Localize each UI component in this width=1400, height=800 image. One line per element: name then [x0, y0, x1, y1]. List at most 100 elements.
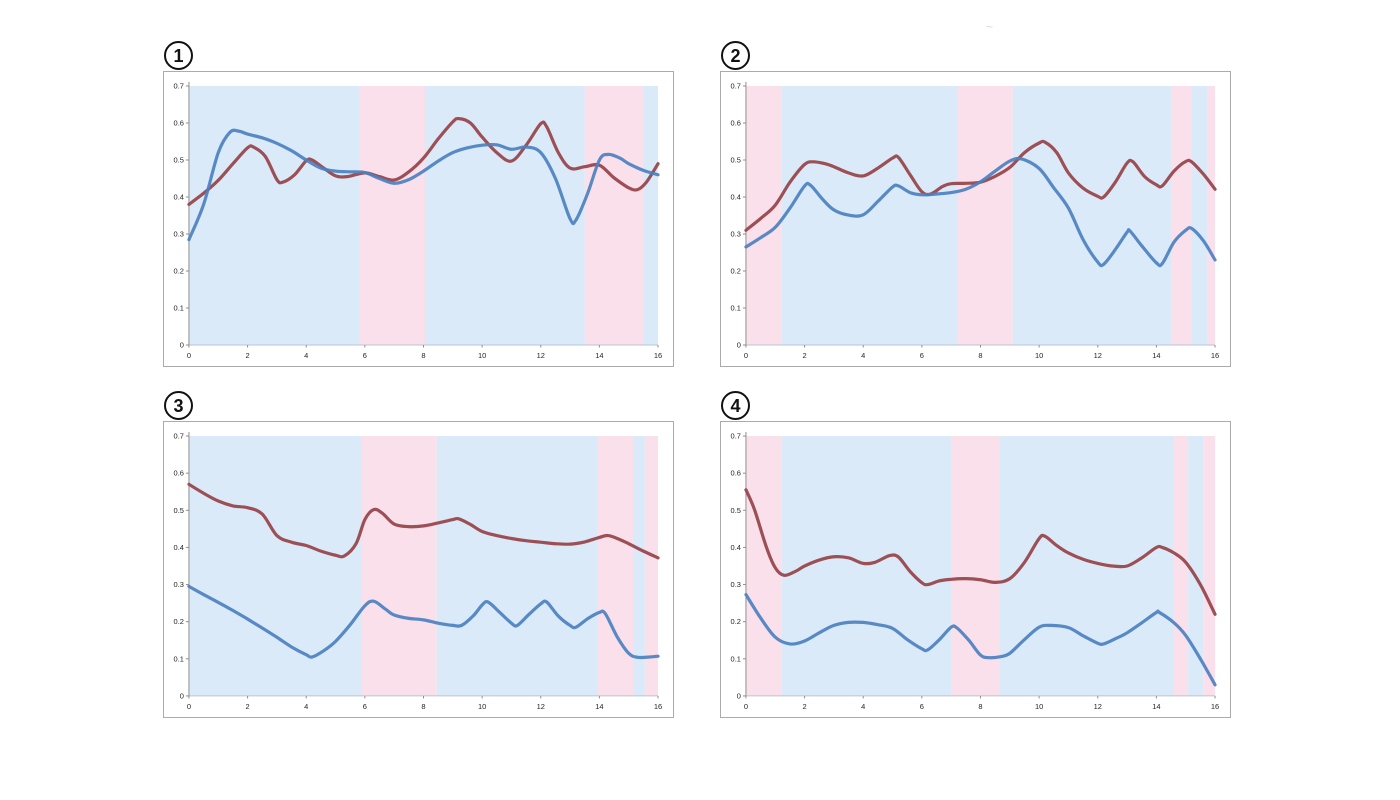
background-band-blue	[781, 436, 952, 696]
x-axis-tick-label: 6	[920, 702, 924, 711]
x-axis-tick-label: 2	[803, 351, 807, 360]
chart-number-label: 1	[173, 45, 184, 66]
x-axis-tick-label: 2	[803, 702, 807, 711]
y-axis-tick-label: 0.7	[731, 81, 741, 90]
series-layer	[187, 482, 660, 660]
y-axis-tick-label: 0.5	[731, 155, 741, 164]
background-band-pink	[1171, 86, 1192, 345]
chart-number-label: 2	[730, 45, 741, 66]
series-layer	[744, 488, 1217, 687]
y-axis-tick-label: 0.5	[174, 506, 184, 515]
x-axis-tick-label: 6	[920, 351, 924, 360]
background-band-blue	[1188, 436, 1204, 696]
x-axis-tick-label: 16	[1211, 702, 1219, 711]
y-axis-tick-label: 0.6	[731, 469, 741, 478]
y-axis-tick-label: 0	[180, 340, 184, 349]
y-axis-tick-label: 0	[737, 691, 741, 700]
red-series-line	[187, 482, 660, 560]
background-band-blue	[1012, 86, 1172, 345]
x-axis-tick-label: 14	[595, 702, 603, 711]
red-series-line	[744, 139, 1217, 232]
y-axis-tick-label: 0.7	[174, 81, 184, 90]
background-band-pink	[361, 436, 437, 696]
chart-number-badge-3: 3	[164, 391, 193, 420]
y-axis-tick-label: 0.5	[174, 155, 184, 164]
axes-layer: 0 0.1 0.2 0.3 0.4 0.5 0.6 0.7 0 2 4 6 8 10 12 14 16	[174, 81, 663, 360]
y-axis-tick-label: 0.7	[174, 432, 184, 441]
background-band-blue	[999, 436, 1175, 696]
y-axis-tick-label: 0.4	[731, 192, 741, 201]
chart-number-badge-1: 1	[164, 41, 193, 70]
x-axis-tick-label: 10	[478, 351, 486, 360]
background-band-pink	[359, 86, 425, 345]
chart-panel-1: 0 0.1 0.2 0.3 0.4 0.5 0.6 0.7 0 2 4 6 8 10 12 14 16	[163, 71, 674, 367]
background-band-pink	[951, 436, 1000, 696]
x-axis-tick-label: 4	[304, 351, 308, 360]
chart-number-label: 4	[730, 395, 741, 416]
background-band-blue	[424, 86, 585, 345]
red-series-line	[187, 116, 660, 206]
red-series-line	[744, 488, 1217, 616]
background-band-pink	[584, 86, 644, 345]
axes-layer: 0 0.1 0.2 0.3 0.4 0.5 0.6 0.7 0 2 4 6 8 10 12 14 16	[174, 432, 663, 711]
chart-panel-2: 0 0.1 0.2 0.3 0.4 0.5 0.6 0.7 0 2 4 6 8 10 12 14 16	[720, 71, 1231, 367]
y-axis-tick-label: 0.4	[174, 543, 184, 552]
background-band-pink	[1203, 436, 1216, 696]
background-band-blue	[781, 86, 958, 345]
line-chart: 0 0.1 0.2 0.3 0.4 0.5 0.6 0.7 0 2 4 6 8 10 12 14 16	[731, 81, 1220, 360]
chart-panel-3: 0 0.1 0.2 0.3 0.4 0.5 0.6 0.7 0 2 4 6 8 10 12 14 16	[163, 421, 674, 718]
blue-series-line	[187, 128, 660, 242]
x-axis-tick-label: 12	[1094, 351, 1102, 360]
y-axis-tick-label: 0	[180, 691, 184, 700]
axes-layer: 0 0.1 0.2 0.3 0.4 0.5 0.6 0.7 0 2 4 6 8 10 12 14 16	[731, 81, 1220, 360]
x-axis-tick-label: 10	[1035, 702, 1043, 711]
x-axis-tick-label: 8	[421, 702, 425, 711]
x-axis-tick-label: 6	[363, 702, 367, 711]
x-axis-tick-label: 14	[1152, 702, 1160, 711]
blue-series-line	[744, 592, 1217, 687]
y-axis-tick-label: 0.6	[731, 118, 741, 127]
bands-layer	[188, 86, 659, 345]
y-axis-tick-label: 0.6	[174, 118, 184, 127]
line-chart: 0 0.1 0.2 0.3 0.4 0.5 0.6 0.7 0 2 4 6 8 10 12 14 16	[174, 432, 663, 711]
x-axis-tick-label: 14	[1152, 351, 1160, 360]
series-layer	[744, 139, 1217, 268]
x-axis-tick-label: 10	[478, 702, 486, 711]
x-axis-tick-label: 6	[363, 351, 367, 360]
x-axis-tick-label: 10	[1035, 351, 1043, 360]
blue-series-line	[744, 156, 1217, 268]
stray-smudge: ~	[986, 20, 994, 34]
background-band-pink	[957, 86, 1013, 345]
x-axis-tick-label: 8	[421, 351, 425, 360]
y-axis-tick-label: 0.1	[174, 303, 184, 312]
background-band-blue	[188, 436, 362, 696]
y-axis-tick-label: 0.7	[731, 432, 741, 441]
y-axis-tick-label: 0.1	[174, 654, 184, 663]
background-band-pink	[1207, 86, 1216, 345]
x-axis-tick-label: 2	[246, 702, 250, 711]
y-axis-tick-label: 0.3	[174, 580, 184, 589]
chart-number-badge-2: 2	[721, 41, 750, 70]
x-axis-tick-label: 0	[187, 351, 191, 360]
x-axis-tick-label: 0	[744, 702, 748, 711]
x-axis-tick-label: 12	[1094, 702, 1102, 711]
y-axis-tick-label: 0.5	[731, 506, 741, 515]
x-axis-tick-label: 8	[978, 351, 982, 360]
x-axis-tick-label: 4	[304, 702, 308, 711]
background-band-blue	[1191, 86, 1208, 345]
background-band-pink	[597, 436, 634, 696]
background-band-pink	[644, 436, 659, 696]
x-axis-tick-label: 16	[654, 702, 662, 711]
y-axis-tick-label: 0.3	[174, 229, 184, 238]
line-chart: 0 0.1 0.2 0.3 0.4 0.5 0.6 0.7 0 2 4 6 8 10 12 14 16	[731, 432, 1220, 711]
x-axis-tick-label: 8	[978, 702, 982, 711]
background-band-pink	[1174, 436, 1189, 696]
x-axis-tick-label: 0	[187, 702, 191, 711]
background-band-blue	[188, 86, 360, 345]
y-axis-tick-label: 0.2	[731, 617, 741, 626]
background-band-blue	[436, 436, 598, 696]
y-axis-tick-label: 0.1	[731, 654, 741, 663]
x-axis-tick-label: 4	[861, 351, 865, 360]
y-axis-tick-label: 0.3	[731, 580, 741, 589]
y-axis-tick-label: 0.1	[731, 303, 741, 312]
